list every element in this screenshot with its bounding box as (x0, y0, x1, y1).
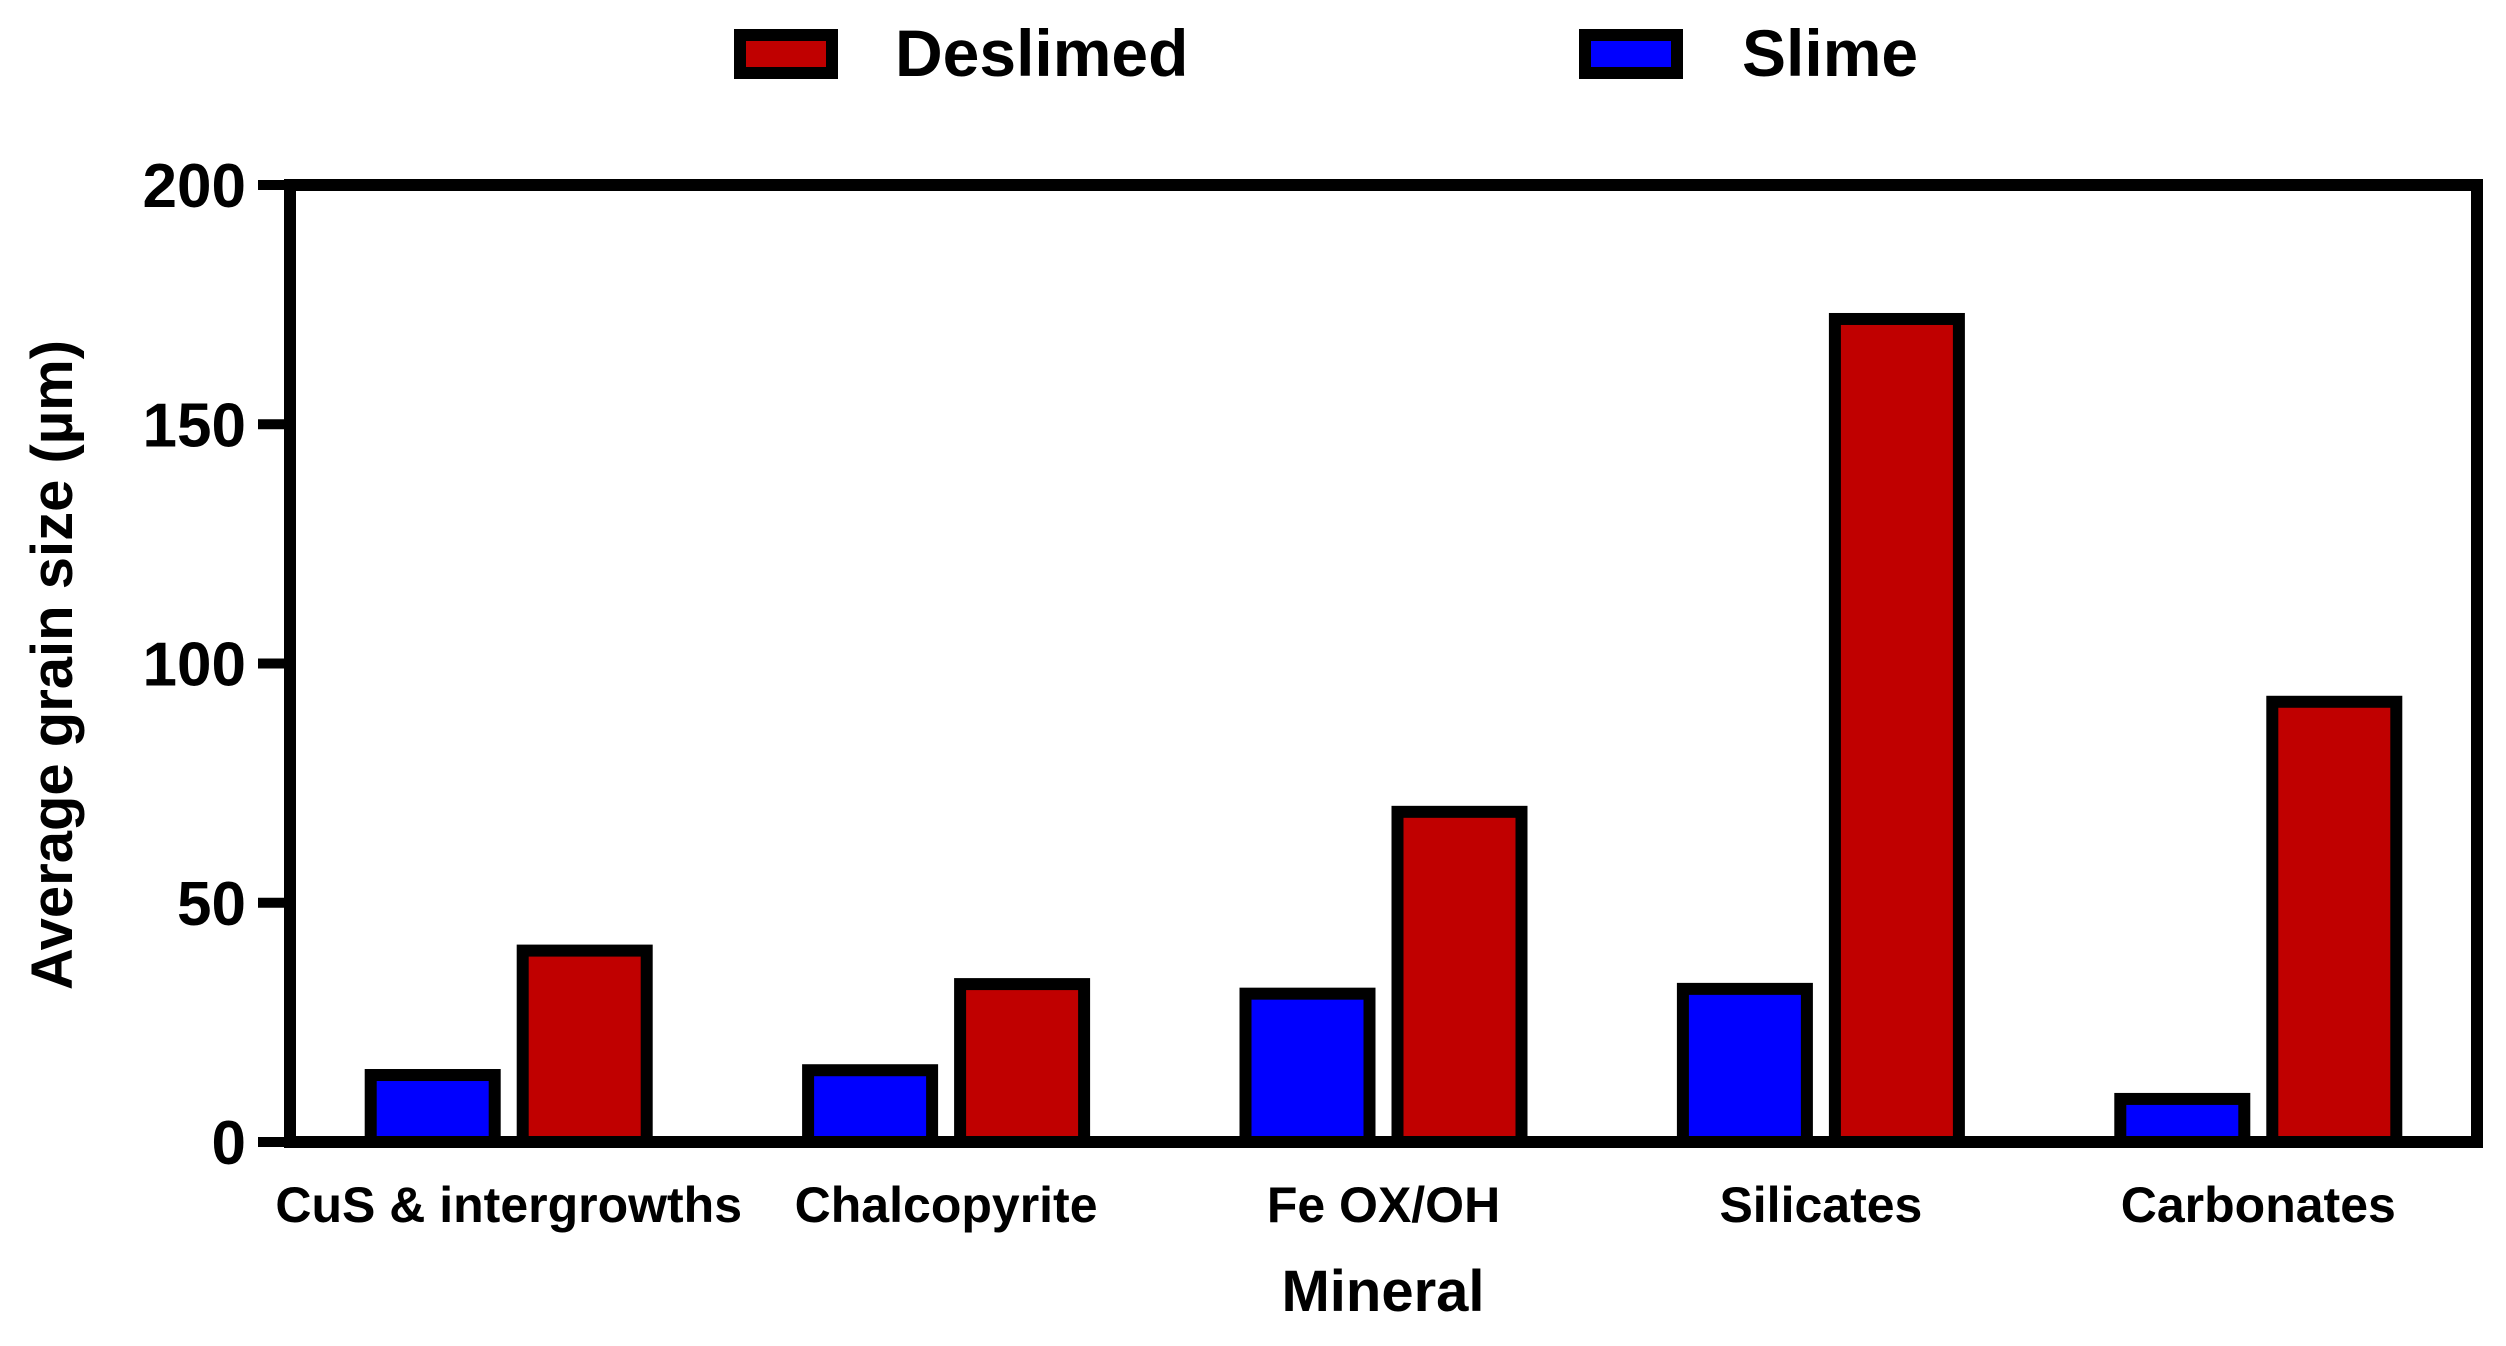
y-tick-label: 150 (143, 391, 246, 460)
x-tick-label: Silicates (1719, 1177, 1922, 1233)
x-tick-label: CuS & intergrowths (275, 1177, 742, 1233)
plot-frame (284, 179, 2483, 1148)
y-tick-label: 100 (143, 631, 246, 700)
legend: Deslimed Slime (734, 16, 1918, 90)
bar-deslimed-1 (516, 944, 653, 1148)
y-axis-label: Average grain size (µm) (20, 340, 85, 990)
legend-swatch-deslimed (734, 29, 838, 79)
bar-slime-3 (1239, 987, 1376, 1148)
bars (364, 312, 2403, 1149)
y-tick-label: 0 (212, 1109, 246, 1178)
y-axis: 0 50 100 150 200 (143, 152, 290, 1178)
bar-slime-2 (802, 1064, 939, 1148)
bar-slime-1 (364, 1069, 501, 1149)
bar-deslimed-2 (954, 978, 1091, 1148)
x-tick-label: Fe OX/OH (1267, 1177, 1500, 1233)
bar-slime-5 (2114, 1092, 2251, 1149)
y-tick-label: 200 (143, 152, 246, 221)
bar-deslimed-5 (2266, 695, 2403, 1149)
x-tick-label: Carbonates (2121, 1177, 2396, 1233)
bar-deslimed-4 (1828, 312, 1965, 1149)
x-tick-label: Chalcopyrite (795, 1177, 1098, 1233)
x-axis: CuS & intergrowths Chalcopyrite Fe OX/OH Si… (275, 1177, 2395, 1233)
bar-deslimed-3 (1391, 805, 1528, 1149)
bar-slime-4 (1676, 982, 1813, 1148)
y-tick-label: 50 (177, 870, 246, 939)
legend-label-deslimed: Deslimed (895, 16, 1188, 90)
legend-swatch-slime (1579, 29, 1683, 79)
x-axis-label: Mineral (1281, 1259, 1484, 1324)
legend-label-slime: Slime (1742, 16, 1918, 90)
